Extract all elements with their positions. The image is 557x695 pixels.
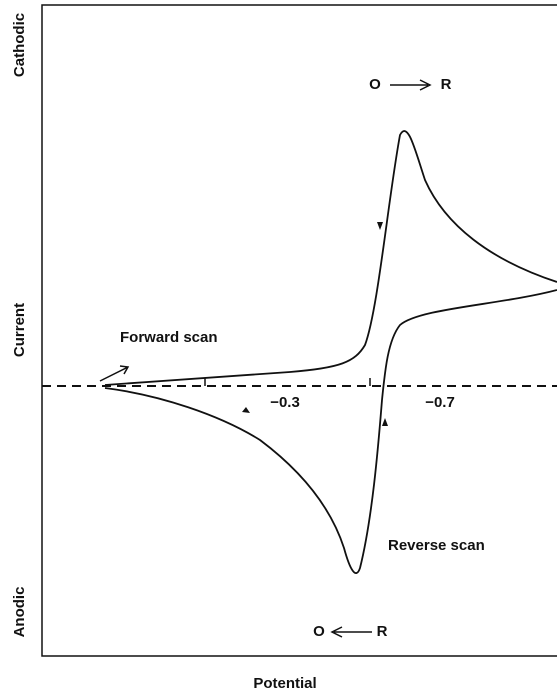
tick-label: −0.3 bbox=[270, 394, 300, 411]
reaction-arrow bbox=[390, 80, 430, 90]
y-axis-label: Cathodic bbox=[11, 13, 28, 77]
y-axis-label: Anodic bbox=[11, 587, 28, 638]
y-axis-label: Current bbox=[11, 303, 28, 357]
forward-curve bbox=[105, 131, 557, 385]
tick-label: −0.7 bbox=[425, 394, 455, 411]
scan-arrow bbox=[100, 366, 128, 381]
reaction-species: R bbox=[377, 623, 388, 640]
annotation: Forward scan bbox=[120, 329, 218, 346]
reaction-species: R bbox=[441, 76, 452, 93]
annotation: Reverse scan bbox=[388, 537, 485, 554]
reaction-species: O bbox=[313, 623, 325, 640]
reaction-arrow bbox=[332, 627, 372, 637]
reaction-species: O bbox=[369, 76, 381, 93]
figure: −0.3 −0.7 Forward scan Reverse scan O R … bbox=[0, 0, 557, 695]
x-axis-label: Potential bbox=[253, 675, 316, 692]
direction-arrows bbox=[242, 222, 388, 426]
